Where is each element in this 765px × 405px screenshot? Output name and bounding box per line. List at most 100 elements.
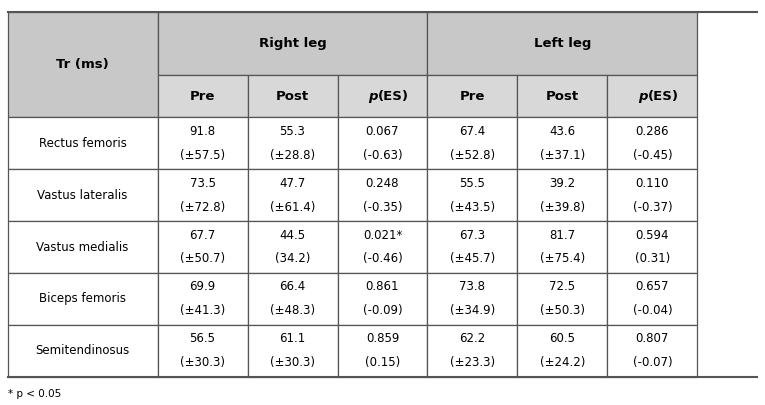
Text: 66.4: 66.4 (279, 281, 306, 294)
Bar (8, 117, 158, 169)
Text: 0.594: 0.594 (636, 229, 669, 242)
Bar (248, 117, 337, 169)
Text: Vastus medialis: Vastus medialis (37, 241, 129, 254)
Bar (517, 75, 607, 117)
Text: Biceps femoris: Biceps femoris (39, 292, 126, 305)
Text: 56.5: 56.5 (190, 333, 216, 345)
Text: (±30.3): (±30.3) (270, 356, 315, 369)
Bar (337, 169, 428, 221)
Text: p: p (639, 90, 648, 103)
Text: 0.286: 0.286 (636, 125, 669, 138)
Text: 0.248: 0.248 (366, 177, 399, 190)
Text: p: p (369, 90, 378, 103)
Text: (±34.9): (±34.9) (450, 304, 495, 317)
Bar (337, 75, 428, 117)
Text: Vastus lateralis: Vastus lateralis (37, 189, 128, 202)
Text: (-0.04): (-0.04) (633, 304, 672, 317)
Bar (607, 221, 698, 273)
Text: (-0.35): (-0.35) (363, 200, 402, 213)
Text: (±39.8): (±39.8) (540, 200, 585, 213)
Text: 39.2: 39.2 (549, 177, 575, 190)
Text: 0.067: 0.067 (366, 125, 399, 138)
Text: Left leg: Left leg (534, 37, 591, 50)
Text: 60.5: 60.5 (549, 333, 575, 345)
Bar (337, 221, 428, 273)
Text: (0.31): (0.31) (635, 252, 670, 265)
Text: (-0.07): (-0.07) (633, 356, 672, 369)
Text: 61.1: 61.1 (279, 333, 306, 345)
Text: Pre: Pre (190, 90, 215, 103)
Bar (8, 273, 158, 325)
Text: 47.7: 47.7 (279, 177, 306, 190)
Bar (158, 75, 248, 117)
Text: 81.7: 81.7 (549, 229, 575, 242)
Bar (428, 117, 517, 169)
Bar (337, 273, 428, 325)
Text: (±75.4): (±75.4) (540, 252, 585, 265)
Bar (607, 273, 698, 325)
Text: 73.8: 73.8 (460, 281, 486, 294)
Text: (±43.5): (±43.5) (450, 200, 495, 213)
Bar (607, 117, 698, 169)
Text: (-0.46): (-0.46) (363, 252, 402, 265)
Text: (±24.2): (±24.2) (540, 356, 585, 369)
Text: (±50.3): (±50.3) (540, 304, 585, 317)
Bar (517, 273, 607, 325)
Text: (±37.1): (±37.1) (540, 149, 585, 162)
Text: 44.5: 44.5 (279, 229, 305, 242)
Text: Tr (ms): Tr (ms) (57, 58, 109, 71)
Text: 0.807: 0.807 (636, 333, 669, 345)
Bar (158, 12, 428, 75)
Text: 43.6: 43.6 (549, 125, 575, 138)
Bar (8, 169, 158, 221)
Bar (248, 169, 337, 221)
Text: (34.2): (34.2) (275, 252, 311, 265)
Text: 72.5: 72.5 (549, 281, 575, 294)
Text: (±23.3): (±23.3) (450, 356, 495, 369)
Bar (158, 325, 248, 377)
Text: 67.4: 67.4 (459, 125, 486, 138)
Bar (607, 169, 698, 221)
Text: 55.5: 55.5 (460, 177, 486, 190)
Text: (ES): (ES) (378, 90, 409, 103)
Text: 0.657: 0.657 (636, 281, 669, 294)
Bar (428, 221, 517, 273)
Text: Post: Post (546, 90, 579, 103)
Text: 0.861: 0.861 (366, 281, 399, 294)
Bar (428, 75, 517, 117)
Text: Semitendinosus: Semitendinosus (35, 344, 130, 357)
Text: 73.5: 73.5 (190, 177, 216, 190)
Text: (-0.45): (-0.45) (633, 149, 672, 162)
Bar (248, 325, 337, 377)
Text: (0.15): (0.15) (365, 356, 400, 369)
Text: (-0.63): (-0.63) (363, 149, 402, 162)
Text: 67.3: 67.3 (460, 229, 486, 242)
Text: (±52.8): (±52.8) (450, 149, 495, 162)
Text: Post: Post (276, 90, 309, 103)
Text: (±57.5): (±57.5) (180, 149, 225, 162)
Text: * p < 0.05: * p < 0.05 (8, 389, 61, 399)
Bar (248, 75, 337, 117)
Text: (±45.7): (±45.7) (450, 252, 495, 265)
Text: (±28.8): (±28.8) (270, 149, 315, 162)
Bar (337, 325, 428, 377)
Text: (±30.3): (±30.3) (180, 356, 225, 369)
Bar (517, 325, 607, 377)
Text: 55.3: 55.3 (279, 125, 305, 138)
Bar (158, 169, 248, 221)
Bar (8, 12, 158, 117)
Text: (±48.3): (±48.3) (270, 304, 315, 317)
Text: 0.110: 0.110 (636, 177, 669, 190)
Bar (517, 221, 607, 273)
Bar (428, 273, 517, 325)
Bar (607, 75, 698, 117)
Text: 91.8: 91.8 (190, 125, 216, 138)
Bar (158, 221, 248, 273)
Text: (ES): (ES) (648, 90, 679, 103)
Text: (-0.37): (-0.37) (633, 200, 672, 213)
Text: (±72.8): (±72.8) (180, 200, 225, 213)
Text: Rectus femoris: Rectus femoris (39, 137, 126, 150)
Bar (248, 221, 337, 273)
Bar (517, 117, 607, 169)
Text: (±61.4): (±61.4) (270, 200, 315, 213)
